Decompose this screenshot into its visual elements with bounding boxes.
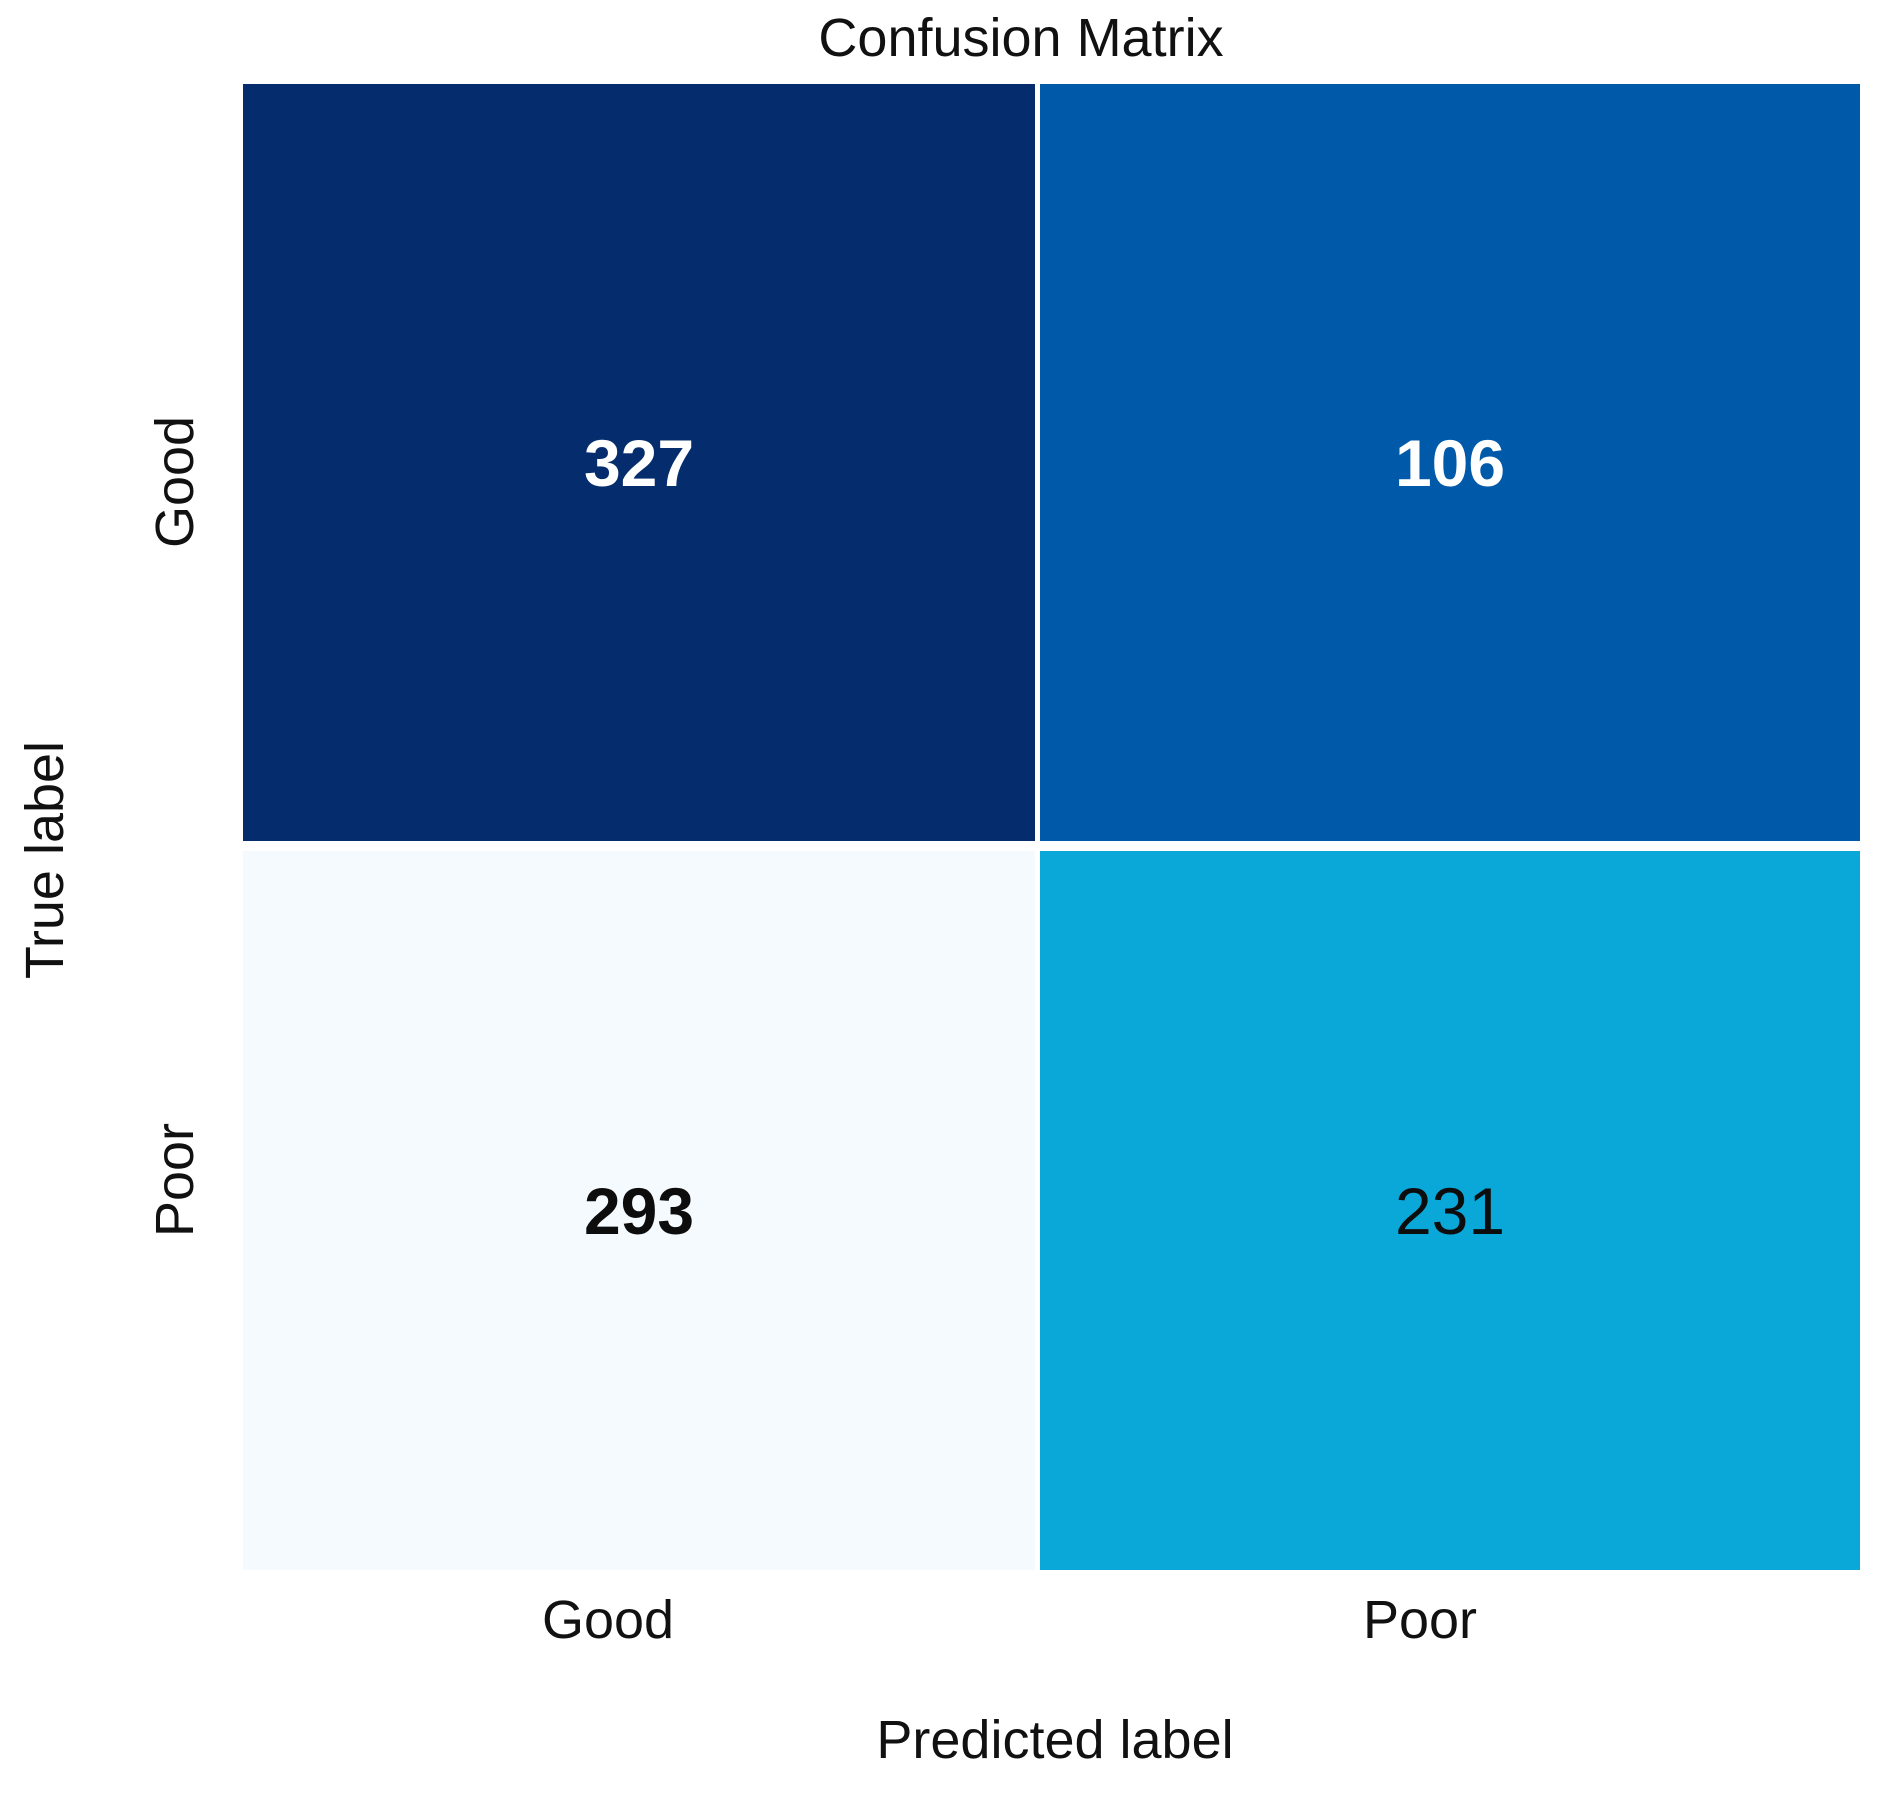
matrix-cell-true-good-pred-good: 327	[243, 84, 1035, 841]
chart-title: Confusion Matrix	[818, 8, 1224, 68]
cell-value-true-good-pred-good: 327	[583, 425, 695, 500]
y-axis-label: True label	[15, 740, 75, 980]
x-tick-good: Good	[541, 1590, 675, 1650]
cell-value-true-good-pred-poor: 106	[1394, 425, 1506, 500]
x-axis-label: Predicted label	[876, 1710, 1234, 1770]
y-tick-good: Good	[145, 415, 205, 549]
matrix-cell-true-good-pred-poor: 106	[1040, 84, 1860, 841]
cell-value-true-poor-pred-poor: 231	[1394, 1173, 1506, 1248]
matrix-grid: 327 106 293 231	[243, 84, 1860, 1570]
x-tick-poor: Poor	[1362, 1590, 1478, 1650]
matrix-cell-true-poor-pred-good: 293	[243, 851, 1035, 1570]
y-tick-poor: Poor	[145, 1122, 205, 1238]
matrix-cell-true-poor-pred-poor: 231	[1040, 851, 1860, 1570]
cell-value-true-poor-pred-good: 293	[583, 1173, 695, 1248]
